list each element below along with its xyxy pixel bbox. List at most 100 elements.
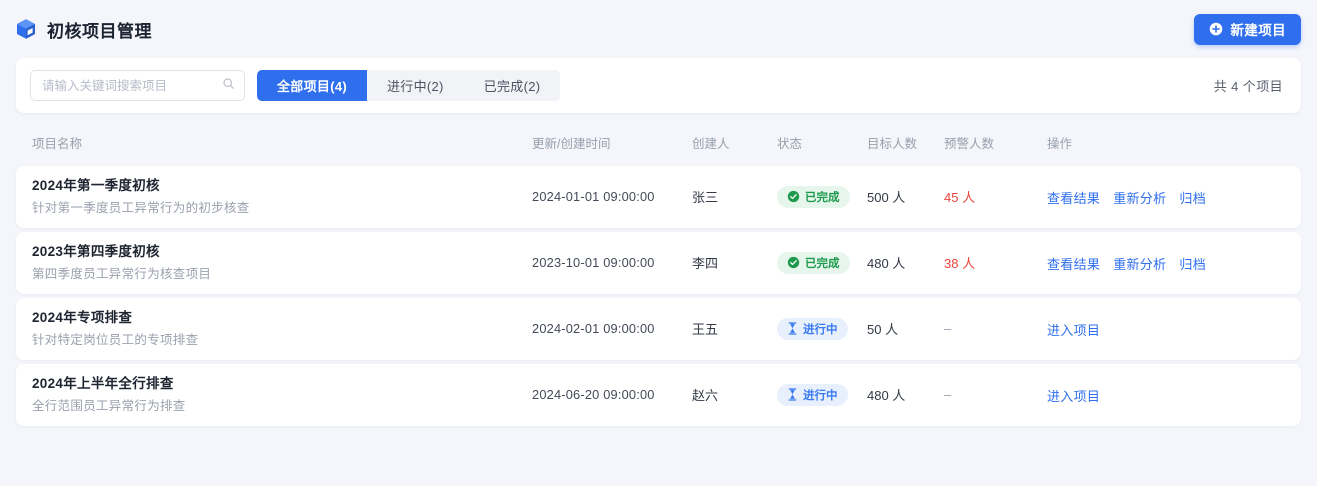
cell-project: 2024年专项排查针对特定岗位员工的专项排查	[32, 309, 532, 348]
total-count-label: 共 4 个项目	[1213, 79, 1283, 94]
op-link-1[interactable]: 查看结果	[1047, 256, 1101, 272]
cell-target: 480 人	[867, 385, 944, 405]
cell-target: 480 人	[867, 253, 944, 273]
status-badge: 进行中	[777, 317, 848, 340]
creator-name: 王五	[692, 322, 719, 337]
cell-project: 2023年第四季度初核第四季度员工异常行为核查项目	[32, 243, 532, 282]
target-count: 480 人	[867, 388, 906, 403]
op-link-1[interactable]: 进入项目	[1047, 322, 1101, 338]
cell-time: 2023-10-01 09:00:00	[532, 254, 692, 272]
new-project-button[interactable]: 新建项目	[1194, 13, 1301, 45]
cell-ops: 查看结果 重新分析 归档	[1047, 188, 1285, 207]
cell-target: 500 人	[867, 187, 944, 207]
project-name: 2024年上半年全行排查	[32, 376, 174, 392]
table-row[interactable]: 2023年第四季度初核 第四季度员工异常行为核查项目 2023-10-01 09:0…	[16, 232, 1301, 294]
cell-warning: –	[944, 386, 1047, 404]
update-time: 2024-01-01 09:00:00	[532, 189, 655, 204]
search-input[interactable]	[40, 77, 222, 94]
row-actions: 进入项目	[1047, 320, 1285, 339]
cell-warning: 45 人	[944, 187, 1047, 207]
project-name: 2023年第四季度初核	[32, 244, 160, 260]
warning-count: 45 人	[944, 190, 976, 205]
status-label: 已完成	[805, 191, 840, 204]
cell-status: 已完成	[777, 185, 867, 209]
project-desc: 第四季度员工异常行为核查项目	[32, 266, 212, 281]
project-desc: 针对第一季度员工异常行为的初步核查	[32, 200, 250, 215]
table-row[interactable]: 2024年上半年全行排查 全行范围员工异常行为排查 2024-06-20 09:00…	[16, 364, 1301, 426]
tab-running[interactable]: 进行中(2)	[387, 79, 444, 94]
column-header-owner: 创建人	[692, 136, 730, 151]
status-badge: 进行中	[777, 383, 848, 406]
plus-circle-icon	[1209, 22, 1223, 36]
table-row[interactable]: 2024年专项排查 针对特定岗位员工的专项排查 2024-02-01 09:00:0…	[16, 298, 1301, 360]
tab-all[interactable]: 全部项目(4)	[257, 70, 367, 101]
op-link-1[interactable]: 查看结果	[1047, 190, 1101, 206]
creator-name: 李四	[692, 256, 719, 271]
op-link-3[interactable]: 归档	[1179, 256, 1207, 272]
check-circle-icon	[787, 256, 800, 269]
row-actions: 进入项目	[1047, 386, 1285, 405]
cube-icon	[14, 17, 38, 41]
cell-status: 已完成	[777, 251, 867, 275]
cell-ops: 查看结果 重新分析 归档	[1047, 254, 1285, 273]
op-link-2[interactable]: 重新分析	[1113, 256, 1167, 272]
toolbar: 全部项目(4) 进行中(2) 已完成(2) 共 4 个项目	[16, 58, 1301, 113]
status-label: 进行中	[803, 323, 838, 336]
brand: 初核项目管理	[14, 17, 152, 42]
update-time: 2024-06-20 09:00:00	[532, 387, 655, 402]
project-name: 2024年第一季度初核	[32, 178, 160, 194]
cell-status: 进行中	[777, 383, 867, 407]
status-badge: 已完成	[777, 185, 850, 208]
column-header-ops: 操作	[1047, 136, 1073, 151]
cell-project: 2024年第一季度初核针对第一季度员工异常行为的初步核查	[32, 177, 532, 216]
status-label: 已完成	[805, 257, 840, 270]
table-header: 项目名称 更新/创建时间 创建人 状态 目标人数 预警人数 操作	[16, 122, 1301, 162]
target-count: 480 人	[867, 256, 906, 271]
cell-time: 2024-01-01 09:00:00	[532, 188, 692, 206]
status-badge: 已完成	[777, 251, 850, 274]
cell-time: 2024-06-20 09:00:00	[532, 386, 692, 404]
op-link-3[interactable]: 归档	[1179, 190, 1207, 206]
creator-name: 张三	[692, 190, 719, 205]
column-header-time: 更新/创建时间	[532, 136, 611, 151]
op-link-2[interactable]: 重新分析	[1113, 190, 1167, 206]
cell-ops: 进入项目	[1047, 386, 1285, 405]
cell-target: 50 人	[867, 319, 944, 339]
column-header-name: 项目名称	[32, 136, 83, 151]
column-header-warning: 预警人数	[944, 136, 995, 151]
page-header: 初核项目管理 新建项目	[0, 0, 1317, 58]
filter-tabs: 全部项目(4) 进行中(2) 已完成(2)	[257, 70, 561, 101]
cell-owner: 赵六	[692, 385, 777, 405]
update-time: 2023-10-01 09:00:00	[532, 255, 655, 270]
cell-warning: 38 人	[944, 253, 1047, 273]
column-header-target: 目标人数	[867, 136, 918, 151]
search-icon[interactable]	[222, 77, 235, 95]
search-box[interactable]	[30, 70, 245, 101]
tab-done[interactable]: 已完成(2)	[483, 79, 541, 94]
cell-ops: 进入项目	[1047, 320, 1285, 339]
column-header-status: 状态	[777, 136, 803, 151]
project-name: 2024年专项排查	[32, 310, 133, 326]
warning-count: 38 人	[944, 256, 976, 271]
cell-owner: 李四	[692, 253, 777, 273]
check-circle-icon	[787, 190, 800, 203]
page-title: 初核项目管理	[47, 21, 152, 41]
cell-project: 2024年上半年全行排查 全行范围员工异常行为排查	[32, 375, 532, 414]
creator-name: 赵六	[692, 388, 719, 403]
target-count: 50 人	[867, 322, 899, 337]
warning-count: –	[944, 387, 952, 402]
project-desc: 针对特定岗位员工的专项排查	[32, 332, 199, 347]
cell-status: 进行中	[777, 317, 867, 341]
table-row[interactable]: 2024年第一季度初核 针对第一季度员工异常行为的初步核查 2024-01-01 0…	[16, 166, 1301, 228]
status-label: 进行中	[803, 389, 838, 402]
new-project-label: 新建项目	[1230, 23, 1286, 38]
cell-warning: –	[944, 320, 1047, 338]
hourglass-icon	[787, 388, 798, 401]
table-body: 2024年第一季度初核 针对第一季度员工异常行为的初步核查 2024-01-01 0…	[0, 166, 1317, 426]
cell-owner: 王五	[692, 319, 777, 339]
row-actions: 查看结果 重新分析 归档	[1047, 254, 1285, 273]
row-actions: 查看结果 重新分析 归档	[1047, 188, 1285, 207]
op-link-1[interactable]: 进入项目	[1047, 388, 1101, 404]
cell-owner: 张三	[692, 187, 777, 207]
